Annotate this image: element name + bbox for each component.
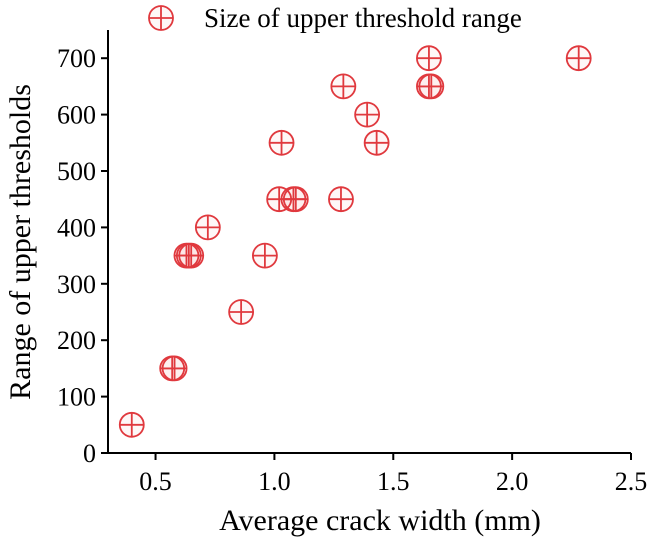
y-tick-label: 700	[57, 44, 96, 73]
x-tick-label: 0.5	[139, 467, 172, 496]
data-point	[251, 242, 278, 269]
x-tick-label: 1.0	[258, 467, 291, 496]
y-axis-ticks: 0 100 200 300 400 500 600 700	[57, 44, 108, 468]
data-points	[118, 45, 592, 438]
plot-axes	[107, 30, 631, 454]
data-point	[354, 101, 381, 128]
legend: Size of upper threshold range	[148, 3, 522, 33]
legend-marker	[148, 5, 174, 31]
x-tick-label: 2.5	[615, 467, 648, 496]
y-tick-label: 400	[57, 213, 96, 242]
data-point	[268, 129, 295, 156]
x-axis-ticks: 0.5 1.0 1.5 2.0 2.5	[139, 453, 647, 496]
legend-label: Size of upper threshold range	[204, 3, 522, 33]
y-tick-label: 200	[57, 326, 96, 355]
x-tick-label: 1.5	[377, 467, 410, 496]
y-tick-label: 600	[57, 101, 96, 130]
data-point	[418, 73, 445, 100]
data-point	[416, 45, 442, 72]
y-tick-label: 100	[57, 383, 96, 412]
x-tick-label: 2.0	[496, 467, 529, 496]
x-axis-title: Average crack width (mm)	[219, 504, 541, 537]
data-point	[161, 355, 188, 382]
data-point	[118, 411, 145, 438]
data-point	[282, 186, 309, 213]
data-point	[330, 73, 357, 100]
data-point	[194, 214, 221, 241]
data-point	[328, 186, 354, 213]
y-tick-label: 500	[57, 157, 96, 186]
data-point	[565, 45, 592, 72]
y-axis-title: Range of upper thresholds	[4, 84, 37, 400]
y-tick-label: 0	[83, 439, 96, 468]
data-point	[228, 299, 255, 325]
data-point	[178, 242, 205, 269]
data-point	[363, 129, 390, 156]
y-tick-label: 300	[57, 270, 96, 299]
